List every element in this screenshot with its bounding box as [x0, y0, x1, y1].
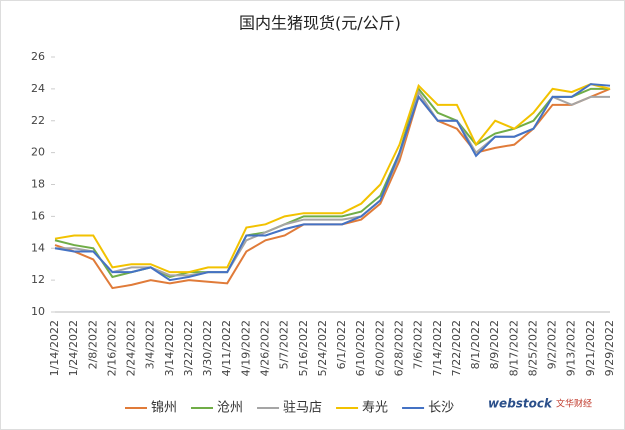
- x-tick-label: 2/8/2022: [86, 320, 99, 369]
- x-tick-label: 9/21/2022: [584, 320, 597, 376]
- x-tick-label: 3/14/2022: [163, 320, 176, 376]
- x-tick-label: 4/19/2022: [239, 320, 252, 376]
- y-tick-label: 10: [31, 305, 45, 318]
- y-tick-label: 12: [31, 273, 45, 286]
- x-tick-label: 3/22/2022: [182, 320, 195, 376]
- x-tick-label: 6/20/2022: [373, 320, 386, 376]
- x-tick-label: 9/2/2022: [546, 320, 559, 369]
- y-tick-label: 16: [31, 209, 45, 222]
- watermark-brand: webstock: [488, 397, 553, 411]
- x-tick-label: 8/25/2022: [526, 320, 539, 376]
- x-tick-label: 2/16/2022: [105, 320, 118, 376]
- x-tick-label: 5/16/2022: [297, 320, 310, 376]
- series-line: [54, 83, 611, 274]
- legend-label: 长沙: [428, 401, 454, 416]
- x-tick-label: 6/28/2022: [392, 320, 405, 376]
- legend-label: 寿光: [362, 401, 388, 416]
- watermark-name: 文华财经: [556, 398, 592, 410]
- x-tick-label: 8/9/2022: [488, 320, 501, 369]
- x-tick-label: 7/14/2022: [431, 320, 444, 376]
- x-tick-label: 6/1/2022: [335, 320, 348, 369]
- x-tick-label: 5/7/2022: [278, 320, 291, 369]
- y-tick-label: 18: [31, 178, 45, 191]
- legend-label: 驻马店: [283, 401, 322, 416]
- y-tick-label: 20: [31, 146, 45, 159]
- legend-label: 锦州: [151, 401, 177, 416]
- x-tick-label: 4/11/2022: [220, 320, 233, 376]
- x-tick-label: 3/30/2022: [201, 320, 214, 376]
- x-tick-label: 3/4/2022: [144, 320, 157, 369]
- y-tick-label: 24: [31, 82, 45, 95]
- x-tick-label: 9/13/2022: [565, 320, 578, 376]
- x-tick-label: 4/26/2022: [259, 320, 272, 376]
- y-tick-label: 14: [31, 241, 45, 254]
- legend-label: 沧州: [217, 400, 243, 416]
- x-tick-label: 7/22/2022: [450, 320, 463, 376]
- x-tick-label: 1/14/2022: [48, 320, 61, 376]
- x-tick-label: 2/24/2022: [125, 320, 138, 376]
- y-tick-label: 26: [31, 50, 45, 63]
- chart-title: 国内生猪现货(元/公斤): [239, 14, 401, 33]
- x-tick-label: 8/17/2022: [507, 320, 520, 376]
- x-tick-label: 8/1/2022: [469, 320, 482, 369]
- x-tick-label: 9/29/2022: [603, 320, 616, 376]
- series-line: [54, 83, 611, 282]
- x-tick-label: 5/24/2022: [316, 320, 329, 376]
- y-tick-label: 22: [31, 114, 45, 127]
- x-tick-label: 7/6/2022: [412, 320, 425, 369]
- x-tick-label: 6/10/2022: [354, 320, 367, 376]
- x-tick-label: 1/24/2022: [67, 320, 80, 376]
